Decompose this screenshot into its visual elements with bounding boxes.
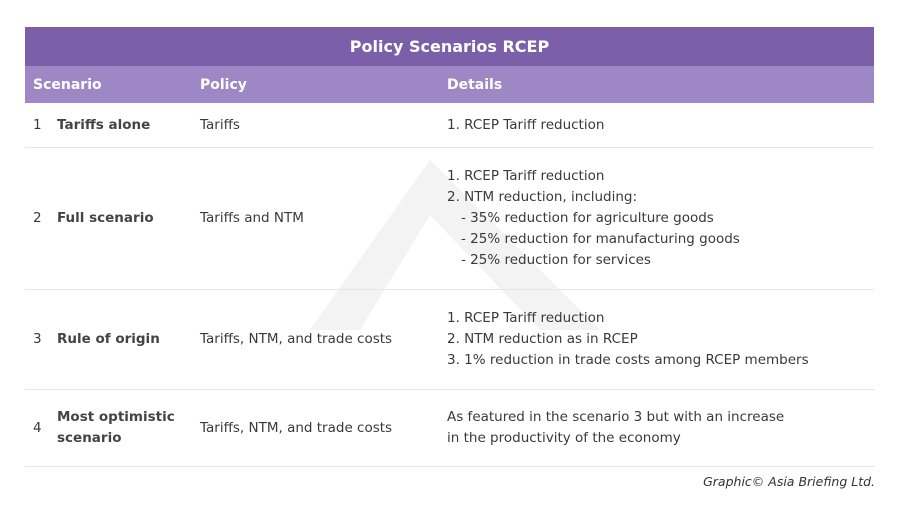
details-subline: - 25% reduction for services [461, 252, 651, 268]
scenario-cell: Rule of origin [57, 329, 200, 350]
row-number: 2 [33, 210, 42, 226]
details-cell: As featured in the scenario 3 but with a… [447, 407, 874, 449]
details-line: 2. NTM reduction, including: [447, 189, 638, 205]
header-cell: Scenario [33, 76, 102, 93]
details-line: 1. RCEP Tariff reduction [447, 168, 605, 184]
details-subline: - 35% reduction for agriculture goods [461, 210, 714, 226]
scenario-line: Full scenario [57, 210, 154, 226]
header-row: Scenario Policy Details [25, 66, 874, 103]
scenario-cell: Full scenario [57, 208, 200, 229]
row-number: 1 [33, 116, 42, 133]
table-body: 1 Tariffs alone Tariffs 1. RCEP Tariff redu… [25, 103, 874, 467]
table-row: 3 Rule of origin Tariffs, NTM, and trade c… [25, 290, 874, 390]
details-line: 1. RCEP Tariff reduction [447, 116, 605, 133]
details-line: 1. RCEP Tariff reduction [447, 310, 605, 326]
policy-cell: Tariffs, NTM, and trade costs [200, 331, 393, 347]
details-subline: - 25% reduction for manufacturing goods [461, 231, 740, 247]
table-row: 1 Tariffs alone Tariffs 1. RCEP Tariff redu… [25, 103, 874, 148]
watermark-shape [310, 160, 600, 330]
scenario-line: Most optimistic [57, 409, 175, 425]
table-row: 2 Full scenario Tariffs and NTM 1. RCEP Tar… [25, 148, 874, 290]
details-line: in the productivity of the economy [447, 430, 681, 446]
policy-cell: Tariffs, NTM, and trade costs [200, 419, 393, 436]
row-number: 4 [33, 419, 42, 436]
policy-cell: Tariffs and NTM [200, 210, 304, 226]
row-number: 3 [33, 331, 42, 347]
details-line: 3. 1% reduction in trade costs among RCE… [447, 352, 809, 368]
details-line: As featured in the scenario 3 but with a… [447, 409, 785, 425]
header-cell: Details [447, 76, 503, 93]
header-cell: Policy [200, 76, 247, 93]
credit: Graphic© Asia Briefing Ltd. [703, 474, 875, 489]
scenario-cell: Tariffs alone [57, 115, 200, 136]
details-line: 2. NTM reduction as in RCEP [447, 331, 638, 347]
scenario-line: Rule of origin [57, 331, 160, 347]
policy-cell: Tariffs [200, 116, 240, 133]
details-cell: 1. RCEP Tariff reduction 2. NTM reduction… [447, 308, 874, 371]
table-row: 4 Most optimistic scenario Tariffs, NTM, an… [25, 390, 874, 467]
details-cell: 1. RCEP Tariff reduction 2. NTM reduction… [447, 166, 874, 271]
table-title: Policy Scenarios RCEP [25, 27, 874, 66]
scenario-cell: Most optimistic scenario [57, 407, 200, 449]
scenario-line: Tariffs alone [57, 116, 151, 133]
table: Policy Scenarios RCEP Scenario Policy De… [25, 27, 874, 467]
details-cell: 1. RCEP Tariff reduction [447, 115, 874, 136]
scenario-line: scenario [57, 430, 122, 446]
